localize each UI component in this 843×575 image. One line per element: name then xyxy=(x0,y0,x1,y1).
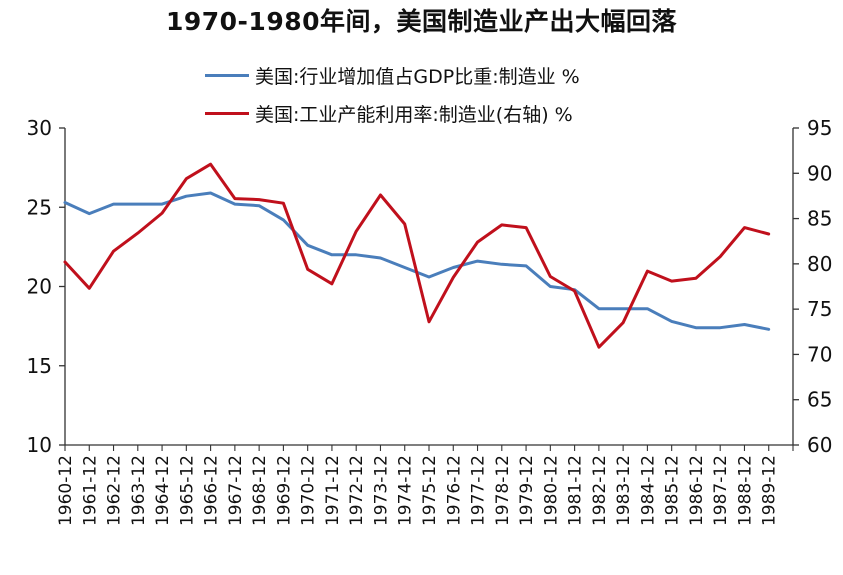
x-tick-label: 1970-12 xyxy=(299,455,319,526)
right-tick-label: 70 xyxy=(807,342,832,366)
series-line-capacity-utilization xyxy=(63,162,771,349)
right-tick-label: 95 xyxy=(807,116,832,140)
right-tick-label: 60 xyxy=(807,433,832,457)
left-tick-label: 15 xyxy=(27,354,52,378)
x-tick-label: 1976-12 xyxy=(444,455,464,526)
x-tick-label: 1977-12 xyxy=(469,455,489,526)
left-tick-label: 30 xyxy=(27,116,52,140)
right-tick-label: 75 xyxy=(807,297,832,321)
x-tick-label: 1989-12 xyxy=(760,455,780,526)
legend-label-manufacturing-share: 美国:行业增加值占GDP比重:制造业 % xyxy=(255,65,580,88)
x-tick-label: 1983-12 xyxy=(614,455,634,526)
x-tick-label: 1969-12 xyxy=(274,455,294,526)
x-tick-label: 1984-12 xyxy=(638,455,658,526)
right-tick-label: 80 xyxy=(807,252,832,276)
legend: 美国:行业增加值占GDP比重:制造业 % 美国:工业产能利用率:制造业(右轴) … xyxy=(205,56,580,132)
x-tick-label: 1965-12 xyxy=(177,455,197,526)
legend-entry-capacity-utilization: 美国:工业产能利用率:制造业(右轴) % xyxy=(205,94,580,132)
left-tick-label: 20 xyxy=(27,275,52,299)
x-tick-label: 1968-12 xyxy=(250,455,270,526)
right-tick-label: 90 xyxy=(807,161,832,185)
x-tick-label: 1980-12 xyxy=(541,455,561,526)
x-tick-label: 1974-12 xyxy=(396,455,416,526)
x-tick-label: 1975-12 xyxy=(420,455,440,526)
x-tick-label: 1962-12 xyxy=(105,455,125,526)
x-tick-label: 1985-12 xyxy=(663,455,683,526)
x-tick-label: 1960-12 xyxy=(56,455,76,526)
legend-swatch-red xyxy=(205,111,249,115)
x-tick-label: 1978-12 xyxy=(493,455,513,526)
x-tick-label: 1972-12 xyxy=(347,455,367,526)
x-tick-label: 1963-12 xyxy=(129,455,149,526)
legend-label-capacity-utilization: 美国:工业产能利用率:制造业(右轴) % xyxy=(255,103,573,126)
x-tick-label: 1982-12 xyxy=(590,455,610,526)
right-tick-label: 85 xyxy=(807,207,832,231)
left-tick-label: 10 xyxy=(27,433,52,457)
x-tick-label: 1966-12 xyxy=(202,455,222,526)
x-tick-label: 1986-12 xyxy=(687,455,707,526)
legend-entry-manufacturing-share: 美国:行业增加值占GDP比重:制造业 % xyxy=(205,56,580,94)
x-tick-label: 1988-12 xyxy=(735,455,755,526)
right-tick-label: 65 xyxy=(807,388,832,412)
x-tick-label: 1981-12 xyxy=(566,455,586,526)
x-tick-label: 1964-12 xyxy=(153,455,173,526)
x-tick-label: 1971-12 xyxy=(323,455,343,526)
x-tick-label: 1979-12 xyxy=(517,455,537,526)
chart-title: 1970-1980年间，美国制造业产出大幅回落 xyxy=(165,7,678,36)
x-tick-label: 1987-12 xyxy=(711,455,731,526)
series-line-manufacturing-share xyxy=(63,191,771,331)
x-tick-label: 1973-12 xyxy=(371,455,391,526)
x-tick-label: 1961-12 xyxy=(80,455,100,526)
x-tick-label: 1967-12 xyxy=(226,455,246,526)
legend-swatch-blue xyxy=(205,73,249,77)
left-tick-label: 25 xyxy=(27,195,52,219)
